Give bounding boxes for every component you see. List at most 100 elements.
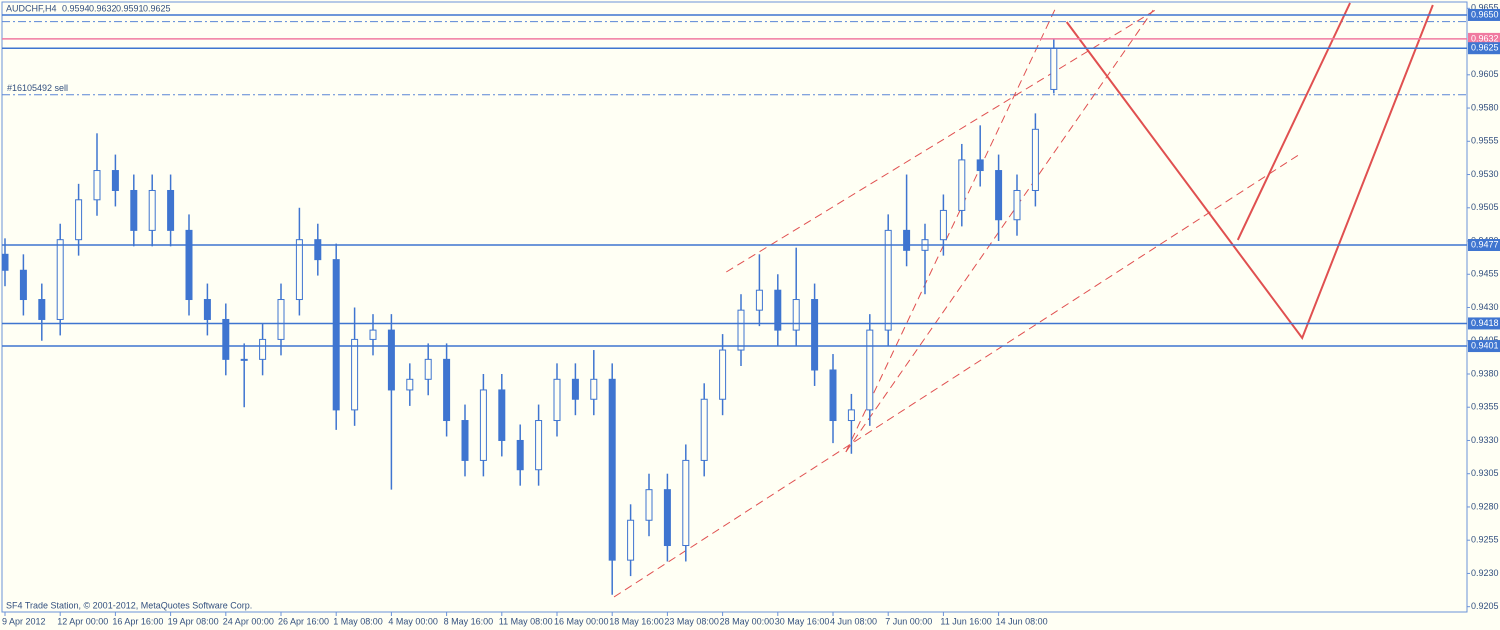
y-tick-label: 0.9230 [1471, 568, 1499, 578]
candle-body [1031, 128, 1039, 191]
candle-body [884, 229, 892, 331]
y-tick-label: 0.9330 [1471, 435, 1499, 445]
x-tick-label: 26 Apr 16:00 [278, 616, 329, 626]
x-tick-label: 30 May 16:00 [775, 616, 830, 626]
candle-body [847, 409, 855, 422]
level-label: 0.9632 [1471, 33, 1499, 43]
level-box [1468, 340, 1500, 353]
trendline [613, 154, 1299, 598]
candle-body [627, 519, 635, 561]
candle-body [222, 318, 230, 360]
trendline [726, 7, 1159, 273]
level-tag: 0.9650 [1468, 8, 1500, 21]
trendline [845, 9, 1154, 453]
candle-body [443, 358, 451, 422]
y-tick-label: 0.9455 [1471, 269, 1499, 279]
x-tick-label: 1 May 08:00 [333, 616, 383, 626]
candle-body [56, 239, 64, 320]
x-tick-label: 19 Apr 08:00 [168, 616, 219, 626]
candle-body [387, 329, 395, 391]
candle-body [995, 170, 1003, 221]
y-tick-label: 0.9305 [1471, 468, 1499, 478]
last-high: 0.9632 [89, 3, 117, 13]
x-tick-label: 4 May 00:00 [388, 616, 438, 626]
candle-body [277, 299, 285, 340]
candle-body [516, 439, 524, 471]
x-tick-label: 12 Apr 00:00 [57, 616, 108, 626]
y-tick-label: 0.9655 [1471, 3, 1499, 13]
level-label: 0.9401 [1471, 340, 1499, 350]
candle-body [939, 209, 947, 241]
level-tag: 0.9625 [1468, 42, 1500, 55]
candle-body [259, 338, 267, 360]
candle-body [976, 159, 984, 172]
x-tick-label: 18 May 16:00 [609, 616, 664, 626]
candle-body [737, 309, 745, 351]
candle-body [774, 289, 782, 331]
level-label: 0.9625 [1471, 43, 1499, 53]
projection [1065, 4, 1434, 340]
candle-body [479, 389, 487, 461]
candle-body [535, 420, 543, 471]
candle-body [1013, 189, 1021, 221]
candle-body [203, 299, 211, 320]
x-tick-label: 7 Jun 00:00 [885, 616, 932, 626]
level-box [1468, 317, 1500, 330]
level-box [1468, 32, 1500, 45]
level-tag: 0.9477 [1468, 239, 1500, 252]
last-open: 0.9594 [62, 3, 90, 13]
y-tick-label: 0.9255 [1471, 535, 1499, 545]
candle-body [866, 329, 874, 411]
y-tick-label: 0.9505 [1471, 202, 1499, 212]
x-tick-label: 9 Apr 2012 [2, 616, 46, 626]
candle-body [314, 239, 322, 261]
projection [1236, 2, 1351, 241]
y-tick-label: 0.9555 [1471, 136, 1499, 146]
x-tick-label: 16 Apr 16:00 [112, 616, 163, 626]
x-tick-label: 8 May 16:00 [444, 616, 494, 626]
level-tag: 0.9632 [1468, 32, 1500, 45]
x-tick-label: 23 May 08:00 [664, 616, 719, 626]
candle-body [811, 299, 819, 371]
candle-body [958, 159, 966, 211]
level-label: 0.9650 [1471, 9, 1499, 19]
candle-body [332, 259, 340, 411]
x-tick-label: 16 May 00:00 [554, 616, 609, 626]
candle-body [19, 269, 27, 301]
candle-body [148, 189, 156, 231]
x-tick-label: 11 Jun 16:00 [940, 616, 991, 626]
y-tick-label: 0.9605 [1471, 69, 1499, 79]
level-box [1468, 8, 1500, 21]
candle-body [93, 170, 101, 201]
level-tag: 0.9401 [1468, 340, 1500, 353]
watermark: SF4 Trade Station, © 2001-2012, MetaQuot… [6, 600, 252, 610]
order-label: #16105492 sell [7, 83, 68, 93]
y-tick-label: 0.9280 [1471, 501, 1499, 511]
candle-body [700, 398, 708, 461]
candle-body [663, 489, 671, 547]
candle-body [2, 253, 9, 271]
y-tick-label: 0.9355 [1471, 402, 1499, 412]
plot: #16105492 sell [2, 2, 1467, 598]
candle-body [185, 229, 193, 301]
y-tick-label: 0.9580 [1471, 102, 1499, 112]
candle-body [240, 358, 248, 361]
candle-body [682, 459, 690, 547]
y-tick-label: 0.9380 [1471, 368, 1499, 378]
candle-body [903, 229, 911, 251]
last-low: 0.9591 [116, 3, 144, 13]
x-tick-label: 14 Jun 08:00 [996, 616, 1048, 626]
x-tick-label: 11 May 08:00 [499, 616, 553, 626]
candle-body [590, 378, 598, 400]
candle-body [351, 338, 359, 411]
x-tick-label: 24 Apr 00:00 [223, 616, 274, 626]
candle-body [498, 389, 506, 441]
level-tag: 0.9418 [1468, 317, 1500, 330]
candle-body [111, 170, 119, 191]
candle-body [755, 289, 763, 311]
candle-body [295, 239, 303, 301]
candle-body [1050, 47, 1058, 90]
y-tick-label: 0.9530 [1471, 169, 1499, 179]
plot-frame [1, 1, 1468, 613]
level-box [1468, 239, 1500, 252]
